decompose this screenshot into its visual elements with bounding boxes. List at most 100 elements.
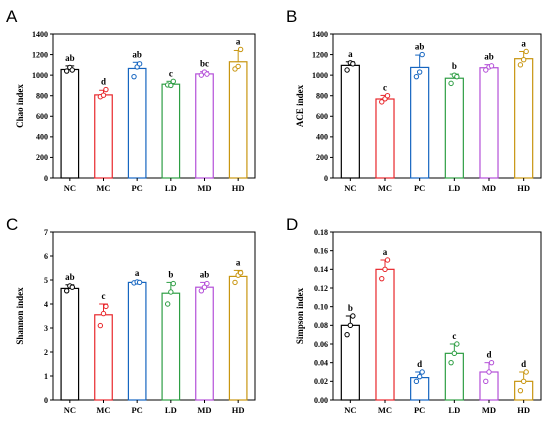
data-point [448,359,454,366]
bar-pc [410,66,430,179]
y-tick-label: 0.10 [314,302,328,311]
y-tick-label: 2 [44,348,48,357]
bar-mc [375,98,395,179]
significance-label: ab [484,52,494,62]
y-tick-label: 400 [316,133,328,142]
significance-label: a [236,257,241,267]
significance-label: c [452,331,456,341]
x-tick-label: MD [197,405,211,415]
data-point [382,266,388,273]
data-point [483,67,489,73]
x-tick-label: HD [517,183,530,193]
bar-pc [127,281,147,401]
y-tick-label: 600 [36,112,48,121]
significance-label: d [521,359,526,369]
significance-label: a [348,49,353,59]
x-tick-label: MC [378,183,392,193]
data-point [520,378,527,385]
data-point [419,51,425,58]
significance-label: a [135,268,140,278]
data-point [344,331,350,338]
x-tick-label: HD [232,183,245,193]
y-tick-label: 400 [36,133,48,142]
data-point [350,61,356,67]
data-point [448,80,454,87]
data-point [204,280,210,287]
y-tick-label: 800 [36,92,48,101]
data-point [198,288,205,294]
data-point [379,99,385,105]
data-point [416,69,423,75]
significance-label: ab [200,269,210,279]
x-tick-label: MC [378,405,392,415]
y-tick-label: 5 [44,276,48,285]
x-tick-label: LD [448,183,460,193]
x-tick-label: MD [197,183,211,193]
significance-label: ab [132,49,142,59]
x-tick-label: MD [482,405,496,415]
data-point [232,279,238,286]
data-point [136,61,143,67]
panel-letter: C [6,215,18,234]
bar-md [195,286,214,401]
bar-hd [228,61,248,179]
bar-nc [340,324,360,401]
data-point [69,284,75,290]
panel-letter: A [6,7,18,26]
bar-mc [375,268,395,401]
significance-label: d [486,350,491,360]
y-tick-label: 0.06 [314,340,328,349]
significance-label: ab [65,53,75,63]
bar-md [479,67,499,179]
data-point [384,257,391,263]
bar-ld [444,77,464,179]
y-tick-label: 0.02 [314,377,328,386]
significance-label: b [348,303,353,313]
data-point [97,322,104,329]
x-tick-label: PC [414,183,425,193]
significance-label: c [102,291,106,301]
data-point [235,63,241,70]
y-tick-label: 200 [316,153,328,162]
bar-md [479,371,499,401]
plot-frame [332,33,542,179]
bar-hd [514,58,534,179]
significance-label: bc [200,59,209,69]
bar-nc [340,64,360,179]
plot-frame [332,231,542,401]
data-point [164,301,171,307]
y-tick-label: 0 [44,174,48,183]
data-point [131,73,137,80]
data-point [419,369,425,375]
x-tick-label: HD [517,405,530,415]
y-tick-label: 0.04 [314,358,328,367]
data-point [204,71,210,77]
x-tick-label: PC [131,405,142,415]
data-point [103,86,109,93]
y-axis-title: ACE index [295,84,305,127]
significance-label: ab [65,272,75,282]
x-tick-label: NC [344,183,356,193]
bar-nc [60,68,80,179]
data-point [63,68,70,74]
chart-panel-a: A 0 200 400 600 800 1000 1200 1400 Chao index ab NC… [6,7,256,193]
y-axis-title: Chao index [15,84,25,128]
x-tick-label: PC [131,183,142,193]
bar-hd [228,275,248,401]
y-tick-label: 1200 [312,50,328,59]
bar-mc [94,94,113,179]
y-tick-label: 600 [316,112,328,121]
data-point [100,310,107,317]
data-point [413,378,420,385]
y-tick-label: 1000 [32,71,48,80]
data-point [237,270,244,276]
y-tick-label: 0.12 [314,284,328,293]
data-point [384,93,391,99]
y-tick-label: 0 [324,174,328,183]
bar-md [195,73,214,179]
data-point [63,288,70,294]
bar-ld [161,292,181,401]
data-point [237,46,244,53]
significance-label: b [168,269,173,279]
